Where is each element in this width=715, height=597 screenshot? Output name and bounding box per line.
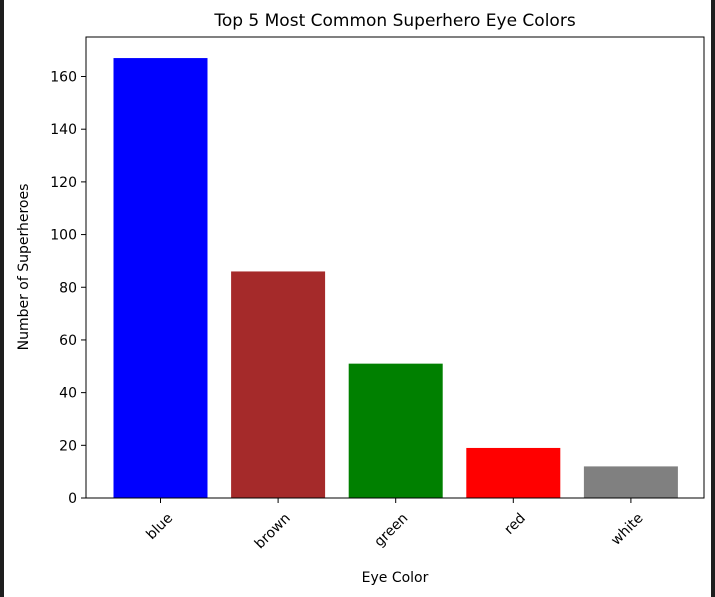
bar-red — [466, 447, 561, 498]
window-right-edge — [711, 0, 715, 597]
x-axis-ticks: blue brown green red white — [143, 498, 647, 552]
y-tick-label-100: 100 — [50, 228, 77, 244]
window-left-edge — [0, 0, 4, 597]
y-tick-label-120: 120 — [50, 175, 77, 191]
x-tick-label-brown: brown — [252, 510, 294, 552]
y-tick-label-160: 160 — [50, 70, 77, 86]
bar-brown — [231, 271, 326, 498]
x-tick-label-blue: blue — [143, 510, 176, 543]
y-tick-label-20: 20 — [59, 438, 77, 454]
x-tick-label-white: white — [608, 510, 646, 548]
chart-title: Top 5 Most Common Superhero Eye Colors — [213, 11, 575, 31]
x-tick-label-green: green — [371, 510, 411, 550]
y-tick-label-60: 60 — [59, 333, 77, 349]
y-axis-ticks: 0 20 40 60 80 100 120 140 160 — [50, 70, 86, 507]
y-axis-label: Number of Superheroes — [16, 184, 32, 351]
bar-white — [583, 466, 678, 498]
bars-group — [113, 58, 678, 498]
y-tick-label-80: 80 — [59, 280, 77, 296]
y-tick-label-40: 40 — [59, 386, 77, 402]
y-tick-label-0: 0 — [68, 491, 77, 507]
y-tick-label-140: 140 — [50, 122, 77, 138]
x-tick-label-red: red — [501, 510, 529, 538]
x-axis-label: Eye Color — [362, 570, 429, 586]
plot-frame — [85, 36, 705, 499]
bar-blue — [113, 58, 208, 498]
bar-green — [348, 363, 443, 498]
